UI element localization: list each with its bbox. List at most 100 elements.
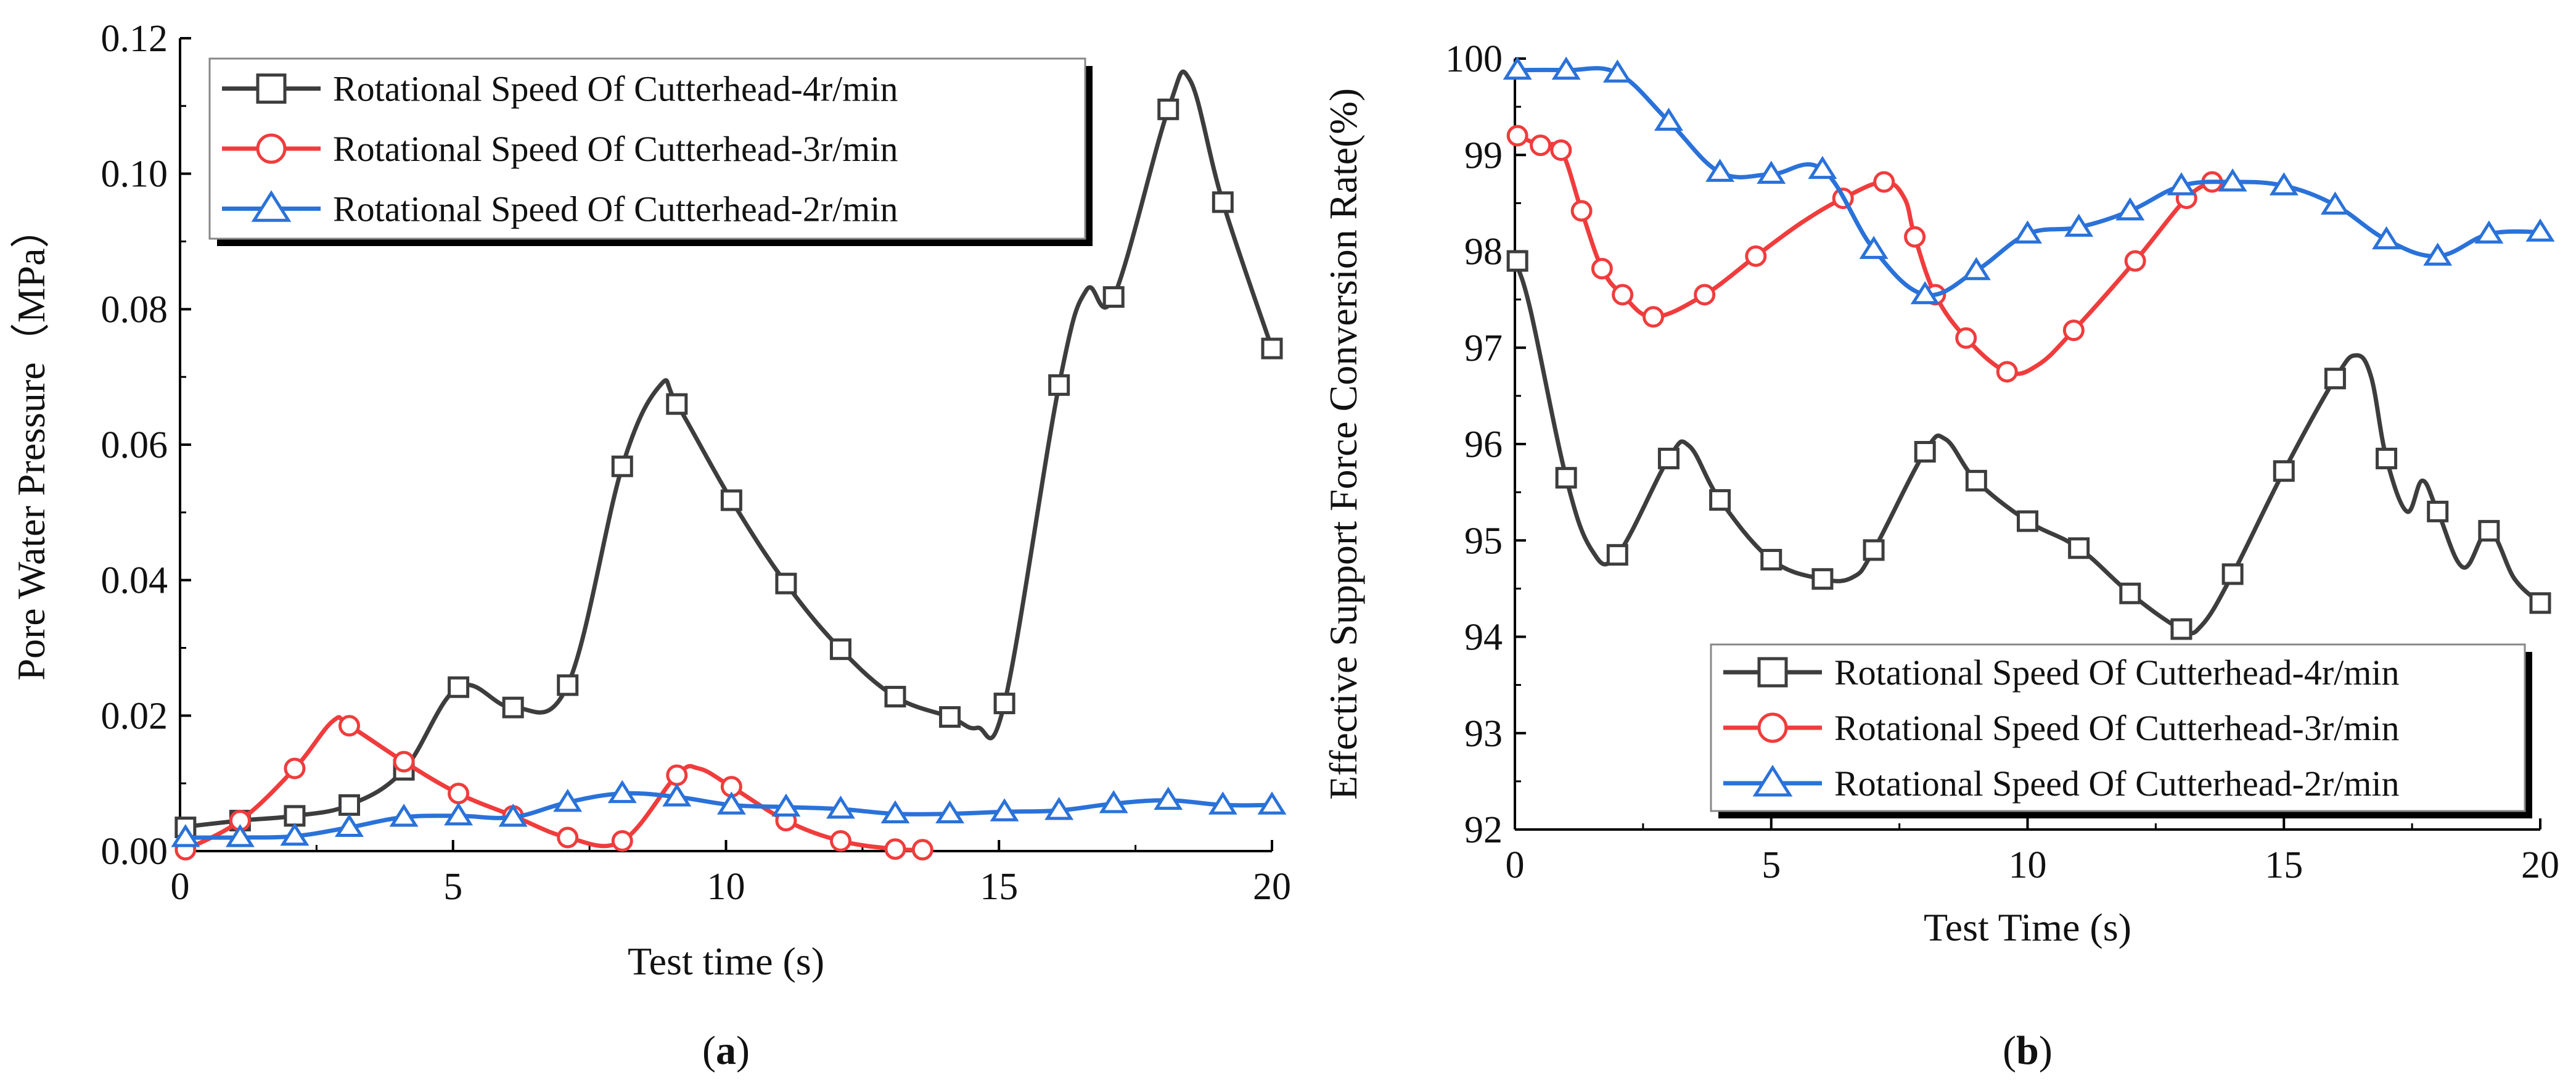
x-tick-label: 5 <box>443 866 462 908</box>
data-point-triangle <box>2423 242 2453 266</box>
data-point-circle <box>338 715 361 737</box>
data-point-triangle <box>1859 236 1889 259</box>
data-point-triangle <box>2064 213 2094 237</box>
x-tick-label: 15 <box>980 866 1018 908</box>
panel-b: 0 5 10 15 20 92 93 94 95 96 97 98 99 100 Test Time (s)… <box>1321 38 2559 1073</box>
data-point-triangle <box>2218 168 2247 192</box>
legend-marker-triangle <box>1752 765 1793 797</box>
data-point-square <box>611 455 633 477</box>
data-point-square <box>1965 469 1987 492</box>
data-point-square <box>2376 447 2398 469</box>
data-point-square <box>1657 447 1680 469</box>
series-triangle <box>171 780 1287 847</box>
y-tick-label: 96 <box>1464 424 1503 466</box>
data-point-circle <box>1591 258 1613 280</box>
data-point-square <box>1863 539 1885 561</box>
data-point-circle <box>1550 139 1572 161</box>
data-point-triangle <box>1044 797 1074 820</box>
data-point-square <box>2324 368 2346 390</box>
data-point-square <box>1048 374 1070 396</box>
data-point-triangle <box>280 822 310 846</box>
data-point-circle <box>1873 171 1895 193</box>
data-point-square <box>2068 537 2090 559</box>
data-point-circle <box>1745 245 1767 267</box>
legend-marker-circle <box>1757 712 1788 743</box>
legend-entry: Rotational Speed Of Cutterhead-4r/min <box>222 69 898 109</box>
data-point-triangle <box>1757 160 1786 184</box>
data-point-triangle <box>1654 107 1683 131</box>
data-point-circle <box>1904 226 1926 248</box>
data-point-triangle <box>1503 56 1532 80</box>
y-tick-label: 0.06 <box>101 424 168 466</box>
data-point-square <box>884 686 906 708</box>
legend-label: Rotational Speed Of Cutterhead-4r/min <box>1834 653 2400 693</box>
data-point-square <box>1914 441 1936 463</box>
y-tick-label: 93 <box>1464 713 1503 755</box>
data-point-square <box>2427 500 2449 522</box>
data-point-square <box>2170 618 2192 640</box>
data-point-triangle <box>716 791 746 815</box>
data-point-circle <box>2062 319 2085 342</box>
data-point-circle <box>557 826 579 849</box>
data-point-square <box>2221 563 2244 585</box>
legend-marker-square <box>1757 657 1788 688</box>
data-point-circle <box>1570 200 1593 222</box>
data-point-square <box>720 489 742 511</box>
data-point-square <box>448 676 470 698</box>
y-tick-label: 92 <box>1464 809 1503 851</box>
x-tick-label: 20 <box>1253 866 1291 908</box>
data-point-triangle <box>389 804 419 827</box>
data-point-triangle <box>2372 226 2402 250</box>
y-tick-label: 0.04 <box>101 560 168 602</box>
y-axis-title: Effective Support Force Conversion Rate(… <box>1321 88 1365 800</box>
data-point-triangle <box>1551 56 1581 80</box>
data-point-square <box>2529 592 2551 614</box>
legend-label: Rotational Speed Of Cutterhead-3r/min <box>333 129 898 169</box>
series-circle <box>1506 125 2223 383</box>
legend-entry: Rotational Speed Of Cutterhead-4r/min <box>1723 653 2400 693</box>
series-line <box>178 69 1274 830</box>
data-point-triangle <box>607 780 637 804</box>
data-point-circle <box>911 839 933 861</box>
data-point-circle <box>666 764 688 786</box>
data-point-square <box>775 572 797 595</box>
x-tick-label: 0 <box>171 866 190 908</box>
data-point-triangle <box>990 798 1019 821</box>
series-line <box>1512 258 2543 635</box>
data-point-triangle <box>1208 791 1237 815</box>
data-point-square <box>1606 544 1628 566</box>
legend-entry: Rotational Speed Of Cutterhead-3r/min <box>1723 708 2400 748</box>
y-tick-label: 94 <box>1464 617 1503 659</box>
legend-label: Rotational Speed Of Cutterhead-2r/min <box>333 189 898 229</box>
data-point-circle <box>1612 284 1634 306</box>
legend-label: Rotational Speed Of Cutterhead-4r/min <box>333 69 898 109</box>
data-point-triangle <box>498 804 528 827</box>
data-point-square <box>1555 467 1577 489</box>
y-tick-label: 0.08 <box>101 289 168 331</box>
data-point-triangle <box>1099 790 1128 813</box>
data-point-triangle <box>2320 191 2350 215</box>
y-tick-label: 0.10 <box>101 154 168 196</box>
y-tick-label: 95 <box>1464 520 1503 562</box>
data-point-square <box>1212 191 1234 213</box>
data-point-square <box>1709 489 1731 511</box>
data-point-square <box>338 794 361 816</box>
legend-marker-square <box>256 73 287 104</box>
data-point-square <box>2478 520 2500 542</box>
data-point-triangle <box>1154 786 1183 810</box>
data-point-square <box>993 693 1015 715</box>
y-tick-label: 97 <box>1464 327 1503 369</box>
data-point-square <box>502 696 524 718</box>
y-tick-label: 98 <box>1464 231 1503 273</box>
data-point-square <box>1261 337 1283 360</box>
data-point-circle <box>393 751 415 773</box>
data-point-triangle <box>2167 172 2196 196</box>
y-tick-label: 99 <box>1464 134 1503 176</box>
data-point-triangle <box>1705 159 1735 182</box>
data-point-triangle <box>2269 172 2299 196</box>
x-tick-label: 20 <box>2521 844 2559 886</box>
data-point-square <box>1102 286 1125 308</box>
data-point-square <box>1760 549 1782 570</box>
legend-marker-triangle <box>251 190 292 222</box>
data-point-square <box>939 706 961 728</box>
